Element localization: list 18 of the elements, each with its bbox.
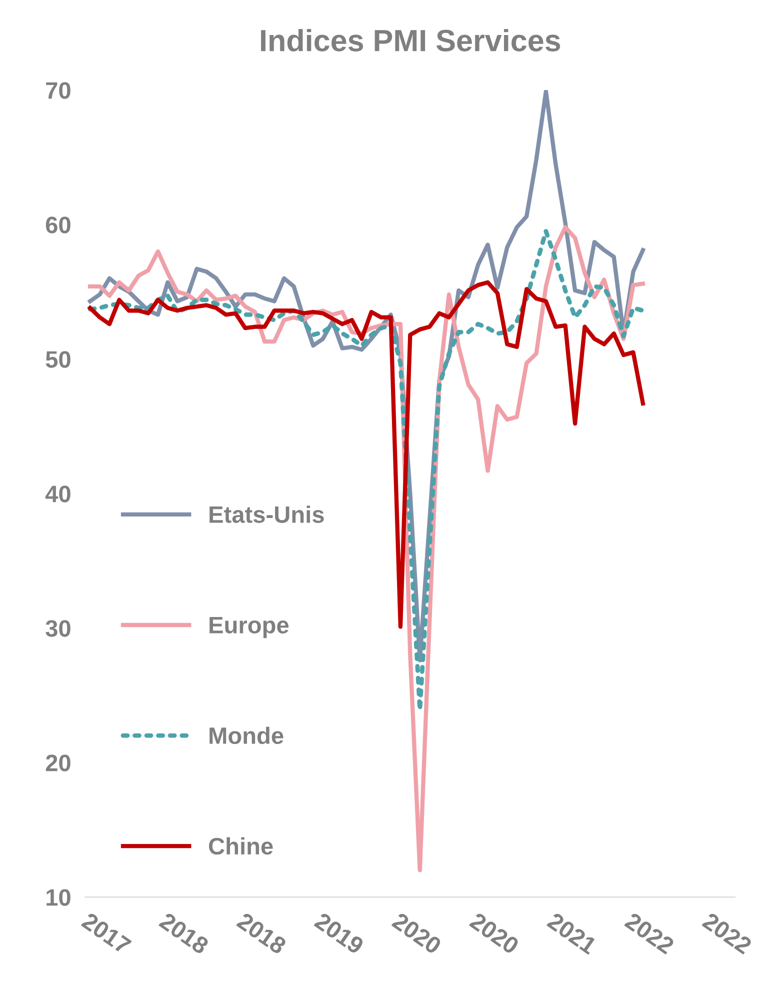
x-tick-label: 2020 [468,912,520,955]
legend-label: Europe [210,617,289,638]
legend-label: Chine [208,837,273,855]
y-tick-label: 20 [46,754,70,772]
x-tick-label: 2018 [158,912,210,955]
y-tick-label: 40 [45,486,70,502]
chart-title: Indices PMI Services [261,28,560,52]
x-tick-label: 2020 [391,912,442,955]
x-tick-label: 2017 [80,912,132,955]
legend-label: Monde [210,726,284,744]
legend-label: Etats-Unis [210,506,324,523]
x-tick-label: 2019 [314,912,365,955]
x-tick-label: 2018 [236,912,288,955]
y-tick-label: 60 [46,216,70,234]
y-tick-label: 10 [46,889,70,906]
y-tick-label: 30 [46,620,70,637]
y-tick-label: 70 [46,82,70,99]
y-tick-label: 50 [46,351,70,368]
